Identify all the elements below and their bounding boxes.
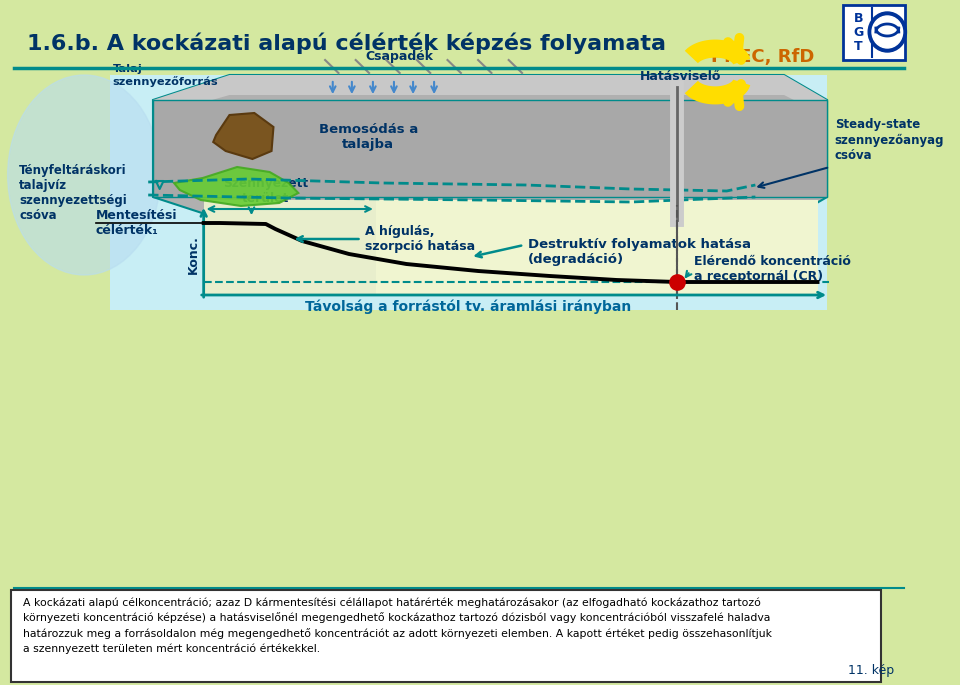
Ellipse shape [8, 75, 160, 275]
Text: 11. kép: 11. kép [848, 664, 894, 677]
FancyBboxPatch shape [204, 200, 818, 295]
Text: Távolság a forrástól tv. áramlási irányban: Távolság a forrástól tv. áramlási irányb… [305, 300, 632, 314]
Text: Tényfeltáráskori
talajvíz
szennyezettségi
csóva: Tényfeltáráskori talajvíz szennyezettség… [19, 164, 127, 222]
Text: B: B [853, 12, 863, 25]
Polygon shape [213, 113, 274, 159]
Text: A kockázati alapú célkoncentráció; azaz D kármentesítési célállapot határérték m: A kockázati alapú célkoncentráció; azaz … [23, 597, 772, 654]
FancyBboxPatch shape [12, 590, 880, 682]
Text: Steady-state
szennyezőanyag
csóva: Steady-state szennyezőanyag csóva [835, 119, 945, 162]
Text: Elérendő koncentráció
a receptornál (CR): Elérendő koncentráció a receptornál (CR) [694, 255, 852, 283]
Text: Csapadék: Csapadék [366, 50, 434, 63]
Text: Hatásviselő: Hatásviselő [640, 70, 722, 83]
Text: PNEC, RfD: PNEC, RfD [711, 48, 815, 66]
Text: T: T [854, 40, 863, 53]
FancyBboxPatch shape [110, 75, 828, 310]
Text: A hígulás,
szorpció hatása: A hígulás, szorpció hatása [365, 225, 475, 253]
Polygon shape [174, 167, 299, 206]
Text: Bemosódás a
talajba: Bemosódás a talajba [319, 123, 418, 151]
Polygon shape [153, 75, 828, 117]
FancyBboxPatch shape [204, 200, 375, 295]
Text: Mentesítési
célérték₁: Mentesítési célérték₁ [96, 209, 177, 237]
Polygon shape [153, 75, 828, 222]
Text: Konc.: Konc. [186, 236, 200, 275]
Text: 1.6.b. A kockázati alapú célérték képzés folyamata: 1.6.b. A kockázati alapú célérték képzés… [27, 32, 666, 53]
Text: Destruktív folyamatok hatása
(degradáció): Destruktív folyamatok hatása (degradáció… [528, 238, 751, 266]
Text: Szennyezett
terület: Szennyezett terület [224, 177, 308, 205]
Text: G: G [853, 25, 864, 38]
FancyBboxPatch shape [843, 5, 905, 60]
Circle shape [868, 12, 906, 52]
Circle shape [872, 16, 902, 48]
Text: Talaj
szennyezőforrás: Talaj szennyezőforrás [113, 64, 219, 87]
Polygon shape [153, 100, 828, 197]
